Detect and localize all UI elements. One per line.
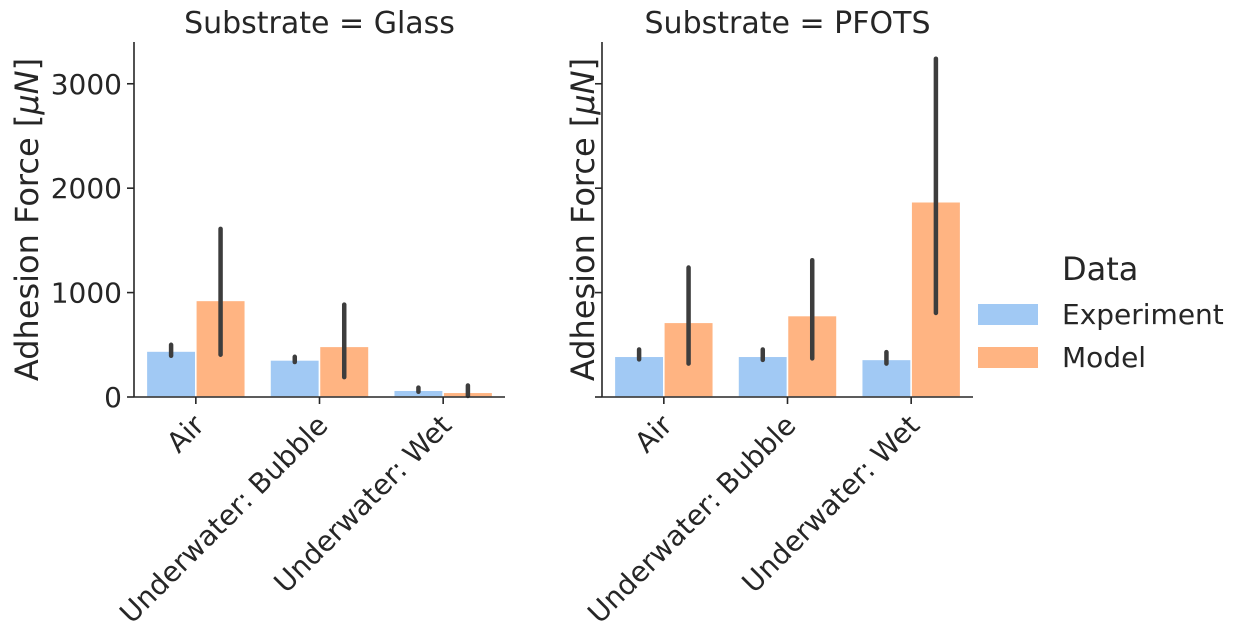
y-axis-label-unit: μN (8, 70, 46, 115)
y-tick-label: 0 (104, 381, 122, 414)
legend-label-model: Model (1062, 341, 1146, 374)
legend-label-experiment: Experiment (1062, 298, 1224, 331)
y-axis-label-unit: μN (564, 70, 602, 115)
x-tick-label: Air (160, 408, 211, 459)
x-tick-label: Air (628, 408, 679, 459)
panel-title: Substrate = PFOTS (645, 6, 931, 41)
y-axis-label-text: Adhesion Force [ (564, 115, 602, 381)
panel-title: Substrate = Glass (184, 6, 455, 41)
legend-swatch-model (978, 347, 1038, 368)
bar-experiment-1 (737, 355, 789, 398)
bar-experiment-1 (269, 359, 321, 398)
bar-experiment-0 (613, 355, 665, 398)
y-tick-label: 3000 (51, 68, 122, 101)
y-axis-label-close: ] (8, 58, 46, 70)
y-axis-label-text: Adhesion Force [ (8, 115, 46, 381)
y-axis-label-close: ] (564, 58, 602, 70)
legend-swatch-experiment (978, 304, 1038, 325)
bar-experiment-0 (145, 350, 197, 398)
legend-title: Data (1062, 250, 1138, 288)
y-axis-label: Adhesion Force [μN] (564, 58, 602, 381)
y-tick-label: 2000 (51, 172, 122, 205)
x-tick-label: Underwater: Bubble (113, 409, 334, 630)
x-tick-label: Underwater: Bubble (581, 409, 802, 630)
y-axis-label: Adhesion Force [μN] (8, 58, 46, 381)
y-tick-label: 1000 (51, 277, 122, 310)
